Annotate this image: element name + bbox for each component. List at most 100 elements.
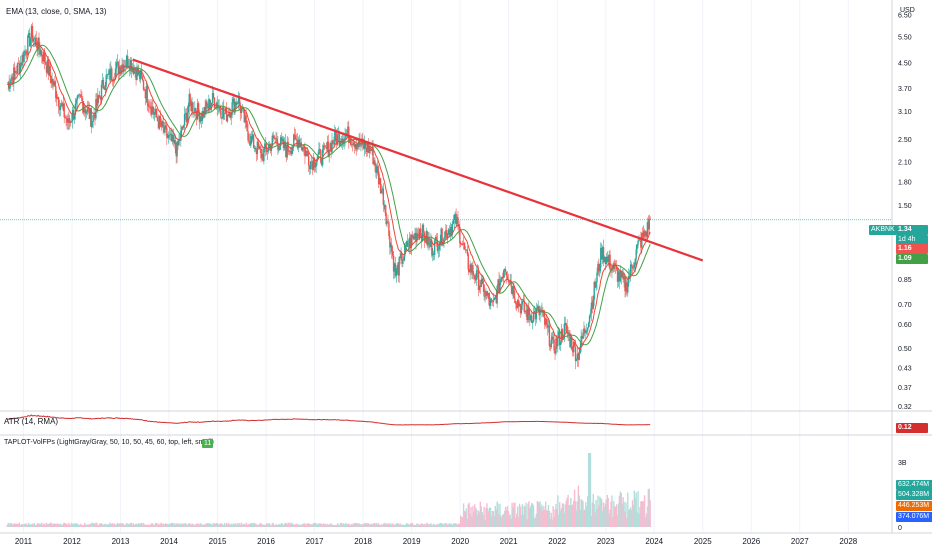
candle-body bbox=[372, 146, 374, 165]
candle-body bbox=[232, 98, 234, 103]
volume-bar bbox=[350, 524, 353, 527]
volume-bar bbox=[6, 524, 8, 527]
currency-label[interactable]: USD bbox=[900, 7, 915, 14]
candle-body bbox=[621, 273, 623, 278]
candle-body bbox=[101, 79, 104, 85]
volume-bar bbox=[600, 499, 603, 527]
candle-body bbox=[29, 37, 32, 46]
candle-body bbox=[632, 267, 635, 269]
volume-bar bbox=[167, 523, 169, 527]
volume-bar bbox=[102, 525, 105, 527]
volume-bar bbox=[410, 523, 413, 527]
volume-bar bbox=[622, 497, 624, 527]
candle-body bbox=[84, 108, 86, 110]
volume-bar bbox=[71, 523, 74, 527]
candle-body bbox=[396, 265, 399, 269]
volume-bar bbox=[478, 512, 481, 527]
candle-body bbox=[240, 108, 243, 114]
candle-body bbox=[477, 271, 480, 291]
candle-body bbox=[132, 66, 134, 74]
volume-bar bbox=[127, 524, 130, 527]
volume-badge-3: 446.253M bbox=[896, 501, 932, 511]
candle-body bbox=[118, 66, 120, 74]
candle-body bbox=[417, 233, 419, 235]
volume-bar bbox=[602, 502, 605, 527]
volume-bar bbox=[182, 523, 184, 527]
candle-body bbox=[309, 161, 312, 170]
volume-bar bbox=[238, 522, 241, 527]
candle-body bbox=[148, 106, 150, 107]
candle-body bbox=[486, 291, 488, 296]
volume-bar bbox=[176, 524, 178, 527]
candle-body bbox=[433, 253, 435, 255]
volume-bar bbox=[610, 501, 612, 527]
volume-bar bbox=[298, 524, 301, 527]
candle-body bbox=[468, 269, 470, 273]
candle-body bbox=[506, 276, 509, 280]
volume-bar bbox=[546, 510, 549, 527]
candle-body bbox=[435, 237, 438, 240]
candle-body bbox=[409, 237, 412, 248]
volume-bar bbox=[427, 524, 429, 527]
candle-body bbox=[223, 112, 226, 114]
volume-bar bbox=[60, 525, 63, 527]
volume-bar bbox=[376, 522, 378, 527]
volume-bar bbox=[140, 523, 142, 527]
volume-bar bbox=[377, 524, 379, 527]
volume-bar bbox=[627, 492, 629, 527]
volume-bar bbox=[591, 502, 594, 527]
trendline[interactable] bbox=[132, 58, 704, 262]
candle-body bbox=[570, 337, 572, 347]
volume-bar bbox=[174, 524, 176, 527]
candle-body bbox=[290, 151, 292, 154]
candle-body bbox=[530, 315, 533, 324]
candle-body bbox=[324, 146, 327, 148]
candle-body bbox=[369, 146, 371, 151]
candle-body bbox=[484, 295, 486, 297]
volume-bar bbox=[550, 512, 552, 527]
volume-bar bbox=[507, 510, 510, 527]
volume-bar bbox=[357, 524, 359, 527]
candle-body bbox=[494, 296, 496, 298]
volume-bar bbox=[14, 523, 17, 527]
indicator-label[interactable]: EMA (13, close, 0, SMA, 13) bbox=[6, 7, 107, 16]
candle-body bbox=[584, 328, 586, 333]
candle-body bbox=[42, 51, 45, 62]
volume-bar bbox=[292, 524, 294, 527]
candle-body bbox=[582, 336, 584, 339]
volume-bar bbox=[466, 519, 469, 527]
candle-body bbox=[211, 93, 214, 103]
candle-body bbox=[405, 241, 408, 247]
candle-body bbox=[509, 281, 511, 283]
volume-bar bbox=[200, 523, 203, 527]
candle-body bbox=[447, 229, 450, 235]
volume-bar bbox=[425, 524, 427, 527]
atr-label[interactable]: ATR (14, RMA) bbox=[4, 417, 59, 426]
volume-bar bbox=[117, 523, 120, 527]
volume-bar bbox=[237, 524, 240, 527]
volume-bar bbox=[231, 523, 233, 527]
price-tick-label: 3.10 bbox=[898, 109, 912, 116]
volume-bar bbox=[55, 523, 57, 527]
candle-body bbox=[261, 153, 263, 159]
volume-label[interactable]: TAPLOT-VolFPs (LightGray/Gray, 50, 10, 5… bbox=[4, 439, 214, 446]
candle-body bbox=[56, 97, 59, 100]
candle-body bbox=[230, 114, 232, 118]
volume-bar bbox=[473, 511, 475, 527]
volume-bar bbox=[505, 510, 508, 527]
volume-bar bbox=[195, 523, 197, 527]
volume-bar bbox=[533, 518, 536, 527]
volume-bar bbox=[250, 523, 252, 527]
candle-body bbox=[635, 249, 637, 259]
volume-bar bbox=[530, 502, 533, 527]
volume-bar bbox=[172, 524, 175, 527]
volume-bar bbox=[18, 522, 21, 527]
candle-body bbox=[416, 233, 418, 242]
time-axis-label: 2015 bbox=[209, 537, 227, 546]
candle-body bbox=[335, 136, 338, 145]
volume-bar bbox=[449, 524, 452, 527]
volume-bar bbox=[494, 505, 496, 527]
time-axis-label: 2012 bbox=[63, 537, 81, 546]
candle-body bbox=[31, 25, 34, 42]
